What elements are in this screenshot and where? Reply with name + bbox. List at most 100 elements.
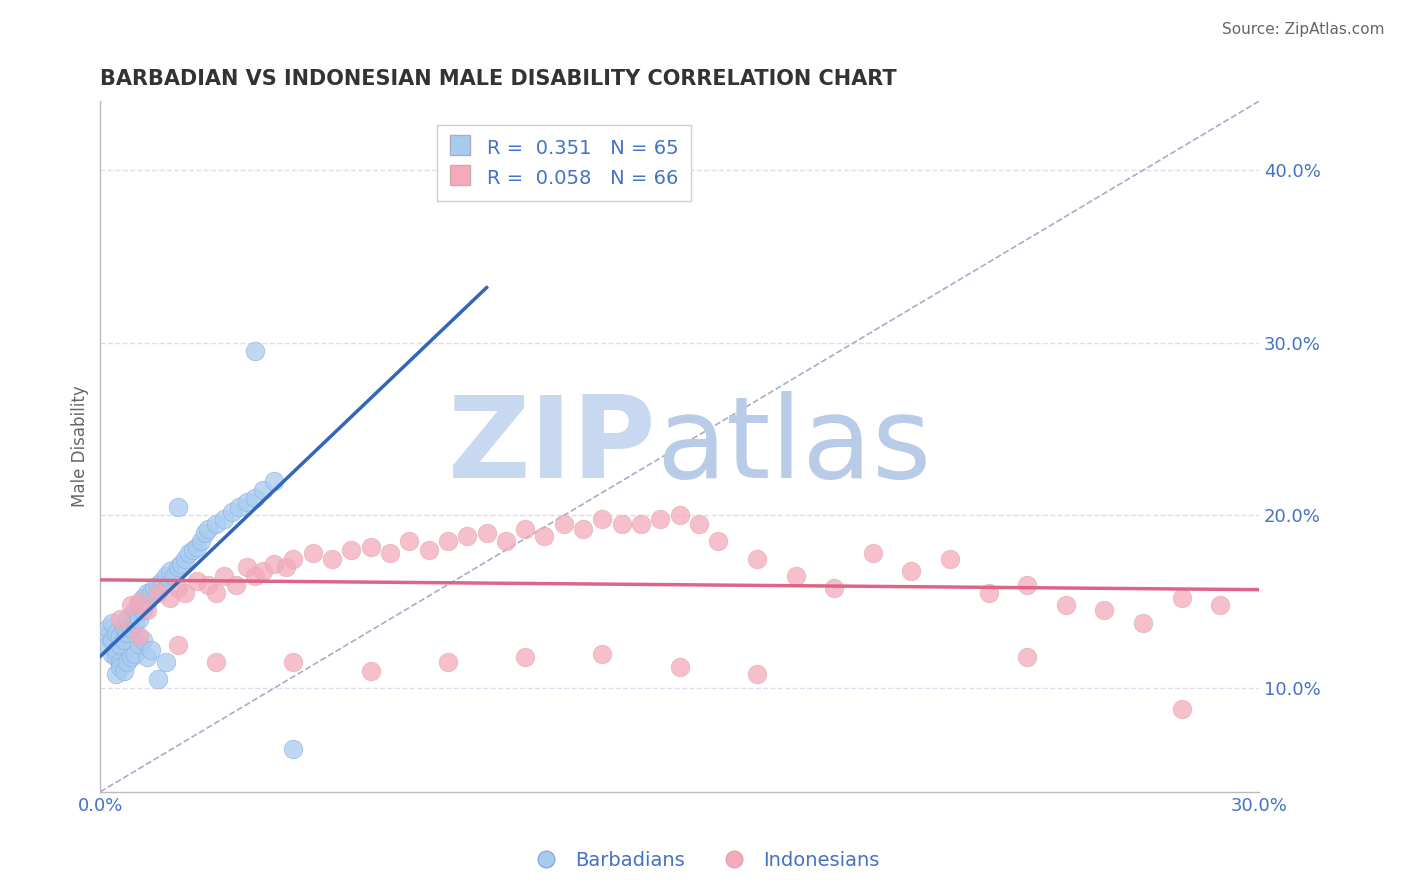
Point xyxy=(212,569,235,583)
Point xyxy=(108,629,131,643)
Point xyxy=(117,655,139,669)
Point xyxy=(1132,615,1154,630)
Point xyxy=(186,574,208,588)
Point xyxy=(212,512,235,526)
Point xyxy=(378,546,401,560)
Point xyxy=(977,586,1000,600)
Point xyxy=(243,344,266,359)
Point xyxy=(745,667,768,681)
Point xyxy=(166,500,188,514)
Point xyxy=(823,581,845,595)
Point xyxy=(120,608,142,623)
Point xyxy=(148,586,170,600)
Point xyxy=(170,557,193,571)
Point xyxy=(108,612,131,626)
Point xyxy=(108,660,131,674)
Point xyxy=(155,569,177,583)
Point xyxy=(135,595,157,609)
Point xyxy=(148,577,170,591)
Point xyxy=(181,543,204,558)
Point xyxy=(205,517,228,532)
Point xyxy=(1094,603,1116,617)
Point xyxy=(1209,599,1232,613)
Point xyxy=(321,551,343,566)
Point xyxy=(132,591,155,606)
Point xyxy=(128,595,150,609)
Point xyxy=(668,660,690,674)
Point xyxy=(591,512,613,526)
Point xyxy=(166,581,188,595)
Text: Source: ZipAtlas.com: Source: ZipAtlas.com xyxy=(1222,22,1385,37)
Point xyxy=(228,500,250,514)
Point xyxy=(112,664,135,678)
Point xyxy=(630,517,652,532)
Point xyxy=(553,517,575,532)
Point xyxy=(120,599,142,613)
Point xyxy=(128,612,150,626)
Y-axis label: Male Disability: Male Disability xyxy=(72,385,89,508)
Point xyxy=(236,560,259,574)
Point xyxy=(124,603,146,617)
Point xyxy=(117,612,139,626)
Point xyxy=(495,534,517,549)
Point xyxy=(263,474,285,488)
Point xyxy=(939,551,962,566)
Legend: R =  0.351   N = 65, R =  0.058   N = 66: R = 0.351 N = 65, R = 0.058 N = 66 xyxy=(437,125,690,201)
Point xyxy=(225,577,247,591)
Point xyxy=(186,540,208,554)
Point xyxy=(93,629,115,643)
Point xyxy=(124,647,146,661)
Point xyxy=(128,629,150,643)
Point xyxy=(533,529,555,543)
Point xyxy=(97,621,120,635)
Point xyxy=(166,560,188,574)
Point xyxy=(418,543,440,558)
Point xyxy=(101,647,124,661)
Text: BARBADIAN VS INDONESIAN MALE DISABILITY CORRELATION CHART: BARBADIAN VS INDONESIAN MALE DISABILITY … xyxy=(100,69,897,88)
Point xyxy=(150,574,173,588)
Point xyxy=(179,546,201,560)
Point xyxy=(174,551,197,566)
Point xyxy=(1017,577,1039,591)
Point xyxy=(1017,650,1039,665)
Point xyxy=(862,546,884,560)
Point xyxy=(174,586,197,600)
Point xyxy=(166,638,188,652)
Point xyxy=(243,569,266,583)
Point xyxy=(252,564,274,578)
Point xyxy=(1170,591,1192,606)
Point xyxy=(398,534,420,549)
Point xyxy=(205,586,228,600)
Point xyxy=(120,621,142,635)
Point xyxy=(707,534,730,549)
Point xyxy=(143,581,166,595)
Point xyxy=(159,591,181,606)
Point xyxy=(139,643,162,657)
Point xyxy=(610,517,633,532)
Point xyxy=(221,505,243,519)
Point xyxy=(112,621,135,635)
Point xyxy=(475,525,498,540)
Point xyxy=(252,483,274,497)
Point xyxy=(340,543,363,558)
Point xyxy=(572,522,595,536)
Point xyxy=(104,626,127,640)
Point xyxy=(456,529,478,543)
Point xyxy=(688,517,710,532)
Point xyxy=(135,586,157,600)
Point xyxy=(128,599,150,613)
Point xyxy=(97,638,120,652)
Point xyxy=(515,522,537,536)
Point xyxy=(104,643,127,657)
Point xyxy=(101,615,124,630)
Point xyxy=(163,569,186,583)
Point xyxy=(243,491,266,506)
Point xyxy=(283,551,305,566)
Point xyxy=(360,664,382,678)
Point xyxy=(236,494,259,508)
Point xyxy=(148,673,170,687)
Point xyxy=(190,534,212,549)
Point xyxy=(135,603,157,617)
Point xyxy=(135,650,157,665)
Point xyxy=(132,632,155,647)
